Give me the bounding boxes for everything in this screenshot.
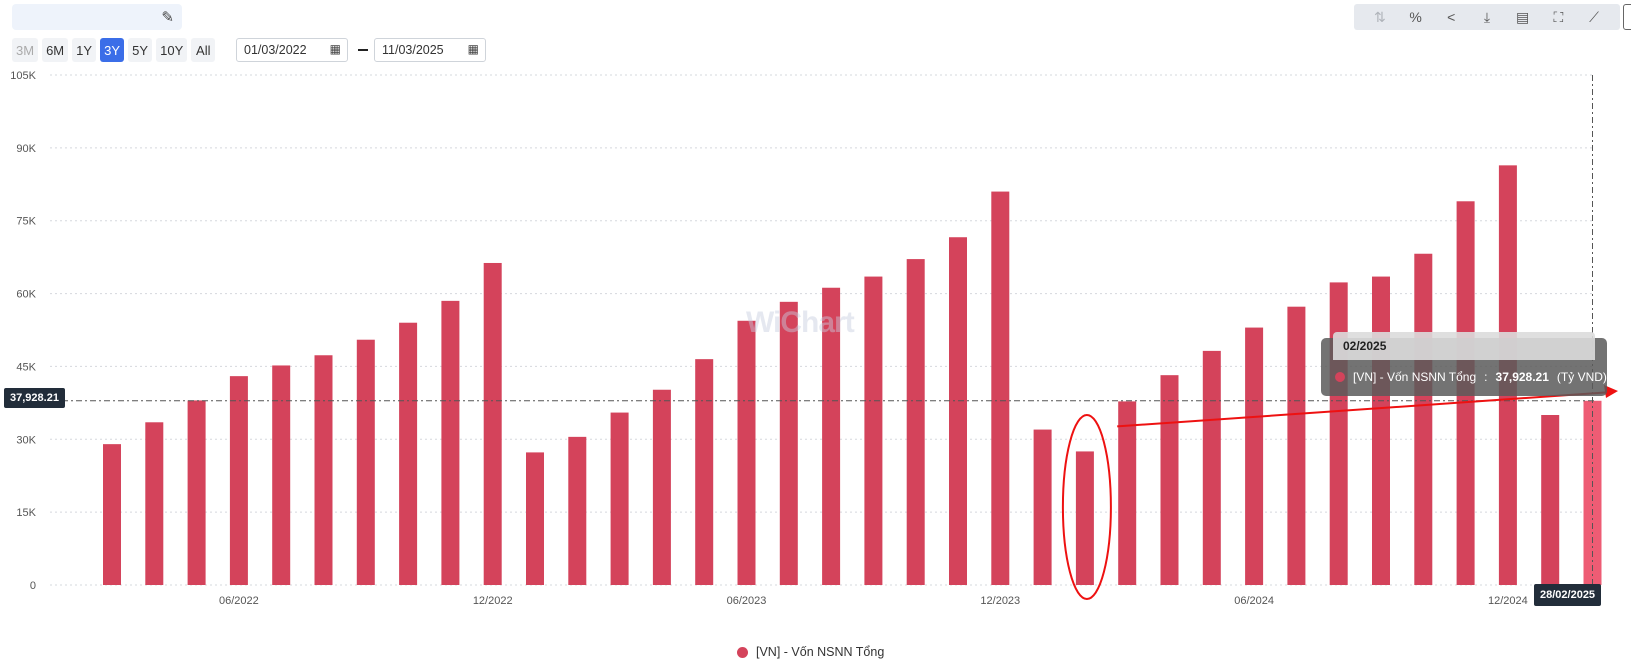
chart-legend[interactable]: [VN] - Vốn NSNN Tổng [737,645,884,659]
annotation-arrow-head [1604,385,1618,398]
bar [272,365,291,585]
annotation-arrow-line [1117,391,1613,428]
range-button-3m[interactable]: 3M [12,38,39,62]
range-button-6m[interactable]: 6M [42,38,69,62]
annotation-ellipse [1061,414,1112,600]
bar [145,422,164,585]
log-scale-icon[interactable]: ⇅ [1373,8,1386,25]
bar [229,376,248,585]
fullscreen-icon[interactable]: ⛶ [1553,8,1564,25]
x-tick-label: 12/2022 [473,595,513,607]
y-tick-label: 0 [30,580,36,592]
end-date-value: 11/03/2025 [382,43,444,57]
chart-title-input[interactable]: ✎ [12,4,182,30]
start-date-input[interactable]: 01/03/2022 ▦ [236,38,348,62]
bar [1202,350,1221,585]
bar [949,237,967,585]
legend-label: [VN] - Vốn NSNN Tổng [756,645,885,659]
tooltip-series: [VN] - Vốn NSNN Tổng [1353,370,1477,384]
x-tick-label: 12/2023 [980,595,1020,607]
chart-tooltip: 02/2025 [VN] - Vốn NSNN Tổng : 37,928.21… [1321,332,1607,396]
bar [399,322,418,585]
bar [441,300,460,585]
y-tick-label: 90K [16,143,36,155]
range-button-5y[interactable]: 5Y [128,38,153,62]
bar [822,287,841,585]
bar [695,359,714,585]
chart-toolbar: ⇅ % < ⤓ ▤ ⛶ ⟋ [1354,4,1620,30]
excel-icon[interactable]: ▤ [1516,8,1530,25]
series-dot [1335,372,1345,382]
legend-dot [737,646,748,658]
bar [526,452,544,585]
bar [1287,306,1306,585]
date-range-separator [358,49,368,51]
bar [779,301,798,585]
range-button-all[interactable]: All [191,38,216,62]
bar [652,389,671,585]
bar [314,355,333,585]
bar [568,436,587,585]
percent-icon[interactable]: % [1409,9,1422,25]
end-date-input[interactable]: 11/03/2025 ▦ [374,38,486,62]
y-tick-label: 60K [16,289,36,301]
bar [1329,282,1348,585]
trend-icon[interactable]: ⟋ [1589,8,1599,25]
bar [1583,400,1602,585]
bar [864,276,883,585]
y-tick-label: 30K [16,434,36,446]
x-tick-label: 12/2024 [1488,595,1528,607]
tooltip-date: 02/2025 [1333,332,1595,360]
download-icon[interactable]: ⤓ [1483,8,1491,25]
crosshair-x-label: 28/02/2025 [1534,584,1602,606]
y-tick-label: 15K [16,507,36,519]
bar [906,259,925,585]
bar [1118,401,1137,585]
bar [103,444,121,585]
x-tick-label: 06/2023 [727,595,767,607]
bar [1245,327,1264,585]
bar [737,320,756,585]
x-tick-label: 06/2024 [1234,595,1274,607]
share-icon[interactable]: < [1447,9,1456,25]
bar [1414,253,1433,585]
start-date-value: 01/03/2022 [244,43,307,57]
bar [1033,429,1052,585]
calendar-icon[interactable]: ▦ [467,42,479,56]
y-tick-label: 45K [16,361,36,373]
bar [610,412,629,585]
watermark: WiChart [746,306,855,339]
bar [991,191,1010,586]
range-button-3y[interactable]: 3Y [100,38,125,62]
range-button-1y[interactable]: 1Y [72,38,97,62]
bar [1160,375,1179,585]
y-tick-label: 105K [10,70,36,82]
tooltip-unit: (Tỷ VND) [1556,370,1607,384]
bar [483,262,502,585]
crosshair-y-label: 37,928.21 [4,388,65,408]
range-button-10y[interactable]: 10Y [156,38,188,62]
range-selector: 3M 6M 1Y 3Y 5Y 10Y All [12,38,216,62]
bar [187,400,206,585]
tooltip-row: [VN] - Vốn NSNN Tổng : 37,928.21 (Tỷ VND… [1335,370,1607,384]
side-panel-handle[interactable] [1623,4,1631,30]
bar [1372,276,1390,585]
pencil-icon[interactable]: ✎ [161,9,174,26]
bar [1075,451,1094,585]
calendar-icon[interactable]: ▦ [329,42,341,56]
x-tick-label: 06/2022 [219,595,259,607]
tooltip-value: 37,928.21 [1495,370,1549,384]
bar [1541,415,1560,585]
bar [356,339,375,585]
y-tick-label: 75K [16,216,36,228]
